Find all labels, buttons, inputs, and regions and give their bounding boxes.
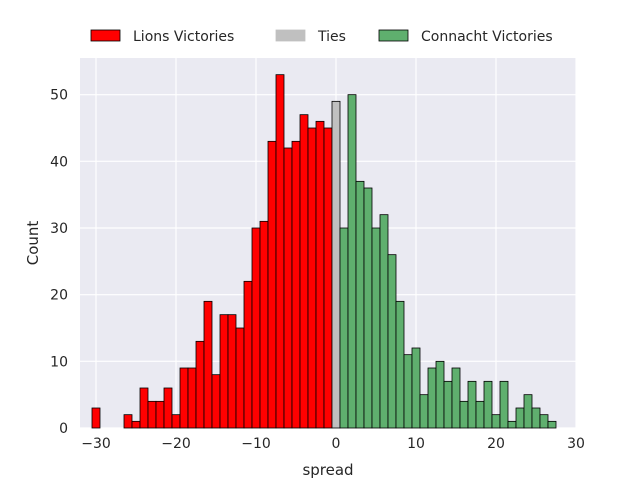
- histogram-bar: [427, 367, 437, 429]
- histogram-bar: [323, 127, 333, 429]
- histogram-bar: [547, 420, 557, 429]
- x-tick-label: 10: [407, 436, 425, 452]
- y-tick-label: 0: [59, 421, 68, 437]
- histogram-bar: [131, 420, 141, 429]
- histogram-bar: [331, 100, 341, 429]
- x-tick-label: −10: [241, 436, 271, 452]
- histogram-bar: [203, 300, 213, 429]
- x-tick-label: −30: [81, 436, 111, 452]
- x-tick-label: 30: [567, 436, 585, 452]
- histogram-bar: [531, 407, 541, 429]
- histogram-bar: [419, 394, 429, 429]
- y-tick-label: 50: [50, 88, 68, 104]
- histogram-bar: [275, 74, 285, 429]
- y-tick-label: 10: [50, 354, 68, 370]
- legend: Lions Victories Ties Connacht Victories: [90, 29, 553, 45]
- histogram-bar: [523, 394, 533, 429]
- histogram-bar: [195, 340, 205, 429]
- histogram-bar: [171, 414, 181, 429]
- histogram-bar: [467, 380, 477, 429]
- x-tick-labels: −30 −20 −10 0 10 20 30: [81, 436, 585, 452]
- histogram-bar: [363, 187, 373, 429]
- histogram-bar: [179, 367, 189, 429]
- histogram-bar: [163, 387, 173, 429]
- histogram-bar: [267, 140, 277, 429]
- histogram-bar: [347, 94, 357, 429]
- legend-swatch: [275, 29, 306, 42]
- x-tick-label: 0: [332, 436, 341, 452]
- x-tick-label: 20: [487, 436, 505, 452]
- histogram-bar: [291, 140, 301, 429]
- histogram-bar: [475, 400, 485, 429]
- histogram-bar: [211, 374, 221, 429]
- histogram-bar: [355, 180, 365, 429]
- histogram-bar: [299, 114, 309, 429]
- histogram-bar: [283, 147, 293, 429]
- histogram-bar: [499, 380, 509, 429]
- histogram-bar: [435, 360, 445, 429]
- bars-group: [91, 74, 557, 429]
- legend-swatch: [90, 29, 121, 42]
- histogram-bar: [123, 414, 133, 429]
- histogram-bar: [491, 414, 501, 429]
- histogram-bar: [507, 420, 517, 429]
- histogram-bar: [315, 120, 325, 429]
- histogram-bar: [187, 367, 197, 429]
- x-axis-label: spread: [302, 461, 353, 479]
- y-tick-label: 40: [50, 154, 68, 170]
- histogram-bar: [379, 214, 389, 429]
- legend-label: Lions Victories: [133, 29, 234, 45]
- histogram-bar: [251, 227, 261, 429]
- histogram-bar: [443, 380, 453, 429]
- histogram-bar: [235, 327, 245, 429]
- histogram-bar: [483, 380, 493, 429]
- histogram-bar: [371, 227, 381, 429]
- histogram-bar: [243, 280, 253, 429]
- histogram-bar: [227, 314, 237, 429]
- histogram-bar: [219, 314, 229, 429]
- histogram-bar: [515, 407, 525, 429]
- histogram-bar: [155, 400, 165, 429]
- histogram-bar: [411, 347, 421, 429]
- histogram-bar: [147, 400, 157, 429]
- y-tick-label: 20: [50, 288, 68, 304]
- y-tick-labels: 0 10 20 30 40 50: [50, 88, 68, 437]
- x-tick-label: −20: [161, 436, 191, 452]
- y-tick-label: 30: [50, 221, 68, 237]
- legend-swatch: [378, 29, 409, 42]
- histogram-bar: [459, 400, 469, 429]
- histogram-bar: [91, 407, 101, 429]
- histogram-bar: [451, 367, 461, 429]
- y-axis-label: Count: [24, 221, 42, 266]
- histogram-bar: [307, 127, 317, 429]
- legend-label: Ties: [317, 29, 346, 45]
- histogram-bar: [259, 220, 269, 429]
- histogram-bar: [387, 254, 397, 429]
- histogram-bar: [339, 227, 349, 429]
- histogram-bar: [139, 387, 149, 429]
- histogram-bar: [403, 354, 413, 429]
- histogram-bar: [539, 414, 549, 429]
- legend-label: Connacht Victories: [421, 29, 553, 45]
- histogram-bar: [395, 300, 405, 429]
